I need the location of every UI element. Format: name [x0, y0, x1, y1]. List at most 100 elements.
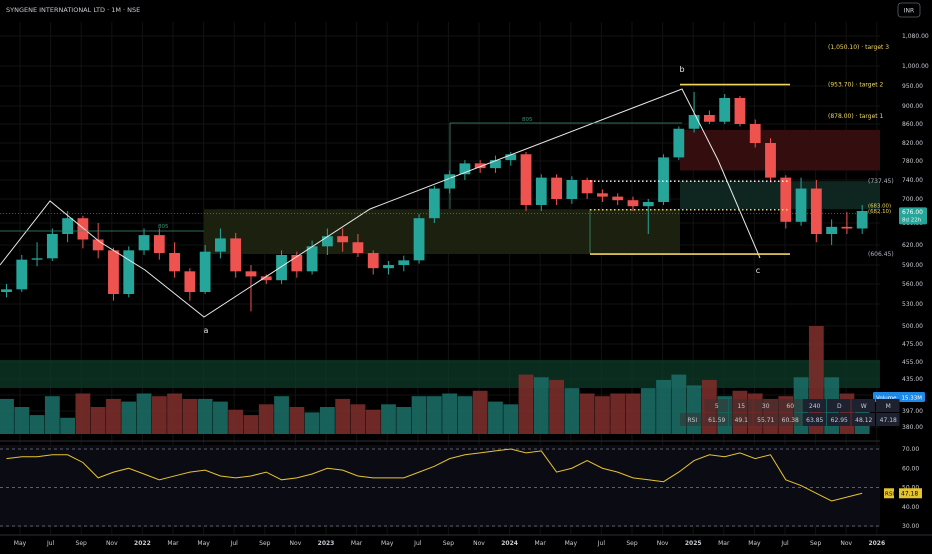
- volume-bar: [411, 396, 427, 434]
- time-tick: May: [381, 540, 394, 547]
- table-cell: [851, 413, 875, 426]
- time-tick: May: [14, 540, 27, 547]
- time-tick: Jul: [413, 540, 422, 547]
- price-tick: 500.00: [902, 323, 923, 330]
- table-header: 60: [786, 403, 794, 410]
- volume-bar: [457, 396, 473, 434]
- candle-body: [321, 236, 333, 247]
- volume-bar: [106, 398, 121, 434]
- time-tick: May: [748, 540, 761, 547]
- fib-label: 805: [158, 224, 169, 230]
- time-tick: Sep: [76, 540, 88, 547]
- price-axis[interactable]: 1,080.00 1,000.00 950.00 900.00 860.00 820.00…: [873, 33, 929, 431]
- volume-bar: [289, 407, 305, 434]
- volume-bar: [518, 374, 534, 434]
- price-tick: 397.00: [902, 408, 923, 415]
- candle-body: [77, 218, 89, 240]
- time-tick: Jul: [597, 540, 606, 547]
- time-axis[interactable]: May Jul Sep Nov 2022 Mar May Jul Sep Nov 2023 Mar Ma…: [0, 534, 932, 547]
- candle-body: [306, 246, 318, 272]
- table-cell: [704, 413, 728, 426]
- time-tick: Sep: [626, 540, 638, 547]
- candle-body: [169, 253, 180, 272]
- candle-body: [352, 242, 364, 253]
- volume-bar: [640, 388, 656, 434]
- candle-body: [383, 265, 394, 269]
- volume-bar: [213, 401, 228, 434]
- candle-body: [795, 188, 807, 222]
- table-header: M: [886, 403, 891, 410]
- candle-body: [505, 154, 517, 161]
- table-cell: [827, 413, 851, 426]
- candle-body: [16, 259, 28, 290]
- volume-bar: [335, 398, 351, 434]
- candle-body: [245, 271, 257, 277]
- candle-body: [428, 188, 440, 219]
- candle-body: [673, 128, 685, 158]
- current-price-countdown: 8d 22h: [902, 217, 922, 223]
- price-tick: 900.00: [902, 103, 923, 110]
- volume-bar: [0, 398, 14, 434]
- price-tick: 860.00: [902, 121, 923, 128]
- time-tick: 2022: [134, 540, 151, 547]
- candle-body: [810, 188, 822, 234]
- volume-bar: [686, 385, 702, 434]
- range-zone: [204, 209, 680, 255]
- volume-bar: [182, 398, 198, 434]
- candle-body: [398, 260, 410, 265]
- table-value: 61.59: [708, 417, 725, 424]
- price-tick: 475.00: [902, 341, 923, 348]
- level-label: (737.45): [868, 178, 894, 185]
- volume-bar: [381, 404, 396, 434]
- current-price-value: 676.00: [902, 209, 923, 216]
- candle-body: [566, 180, 578, 199]
- volume-bar: [442, 393, 458, 434]
- highlight-zones: [0, 129, 880, 527]
- table-header-cell: [704, 399, 728, 412]
- candle-body: [856, 211, 868, 229]
- volume-bar: [426, 396, 442, 434]
- fib-label: 805: [522, 117, 533, 123]
- volume-bar: [167, 393, 182, 434]
- table-cell: [876, 413, 900, 426]
- table-cell: [778, 413, 802, 426]
- table-cell: [802, 413, 826, 426]
- volume-bar: [274, 396, 289, 434]
- candle-body: [1, 289, 12, 292]
- candle-body: [627, 200, 639, 207]
- volume-bar: [197, 398, 213, 434]
- price-tick: 1,000.00: [902, 63, 929, 70]
- volume-bar: [29, 415, 45, 434]
- price-tick: 560.00: [902, 281, 923, 288]
- table-header: 15: [737, 403, 745, 410]
- table-header-cell: [802, 399, 826, 412]
- candle-body: [123, 250, 135, 294]
- candle-body: [199, 251, 211, 292]
- volume-bar: [732, 390, 748, 434]
- candle-body: [719, 98, 731, 122]
- candle-body: [780, 177, 792, 222]
- volume-bar: [365, 409, 381, 434]
- candle-body: [260, 276, 272, 281]
- level-label: (606.45): [868, 251, 894, 258]
- time-tick: 2023: [318, 540, 335, 547]
- level-label: (878.00) · target 1: [828, 113, 884, 120]
- volume-bar: [579, 393, 595, 434]
- time-tick: Sep: [443, 540, 455, 547]
- rsi-background: [0, 445, 880, 527]
- price-tick: 590.00: [902, 262, 923, 269]
- time-tick: Jul: [230, 540, 239, 547]
- time-tick: Nov: [840, 540, 852, 547]
- price-tick: 530.00: [902, 301, 923, 308]
- table-header: 240: [809, 403, 821, 410]
- table-header-cell: [753, 399, 777, 412]
- price-tick: 700.00: [902, 196, 923, 203]
- time-tick: Mar: [535, 540, 547, 547]
- rsi-tick: 60.00: [902, 465, 919, 472]
- chart-title: SYNGENE INTERNATIONAL LTD · 1M · NSE: [6, 6, 140, 14]
- currency-button[interactable]: INR: [897, 2, 921, 18]
- candle-body: [581, 180, 593, 194]
- level-label: (953.70) · target 2: [828, 82, 884, 89]
- price-tick: 950.00: [902, 83, 923, 90]
